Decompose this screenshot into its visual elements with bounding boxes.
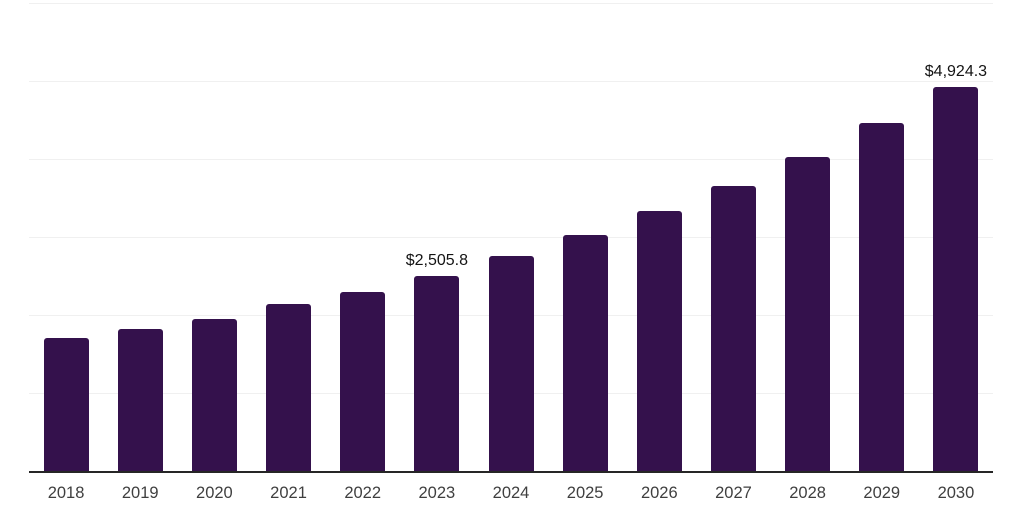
- bar-2020: [191, 318, 237, 471]
- x-tick-label-2022: 2022: [344, 484, 382, 502]
- gridline-6000: [29, 3, 993, 4]
- x-tick-label-2024: 2024: [492, 484, 530, 502]
- x-tick-label-2026: 2026: [640, 484, 678, 502]
- bar-2028: [785, 157, 831, 471]
- bar-2018: [43, 338, 89, 471]
- bar-value-label-2023: $2,505.8: [405, 251, 468, 269]
- x-tick-label-2019: 2019: [121, 484, 159, 502]
- x-tick-label-2018: 2018: [47, 484, 85, 502]
- bar-2025: [562, 234, 608, 471]
- bar-2026: [636, 211, 682, 471]
- bar-value-label-2030: $4,924.3: [924, 62, 988, 80]
- bar-2030: [933, 86, 979, 471]
- x-tick-label-2030: 2030: [937, 484, 975, 502]
- bar-2023: [414, 275, 460, 471]
- bar-2021: [266, 304, 312, 471]
- plot-area: [29, 3, 993, 473]
- bar-2027: [710, 185, 756, 471]
- bar-2022: [340, 291, 386, 471]
- bar-2024: [488, 255, 534, 471]
- x-tick-label-2028: 2028: [789, 484, 826, 502]
- x-tick-label-2020: 2020: [196, 484, 233, 502]
- gridline-4000: [29, 159, 993, 160]
- x-tick-label-2029: 2029: [863, 484, 901, 502]
- gridline-5000: [29, 81, 993, 82]
- x-tick-label-2021: 2021: [270, 484, 307, 502]
- x-tick-label-2025: 2025: [566, 484, 604, 502]
- x-tick-label-2027: 2027: [715, 484, 752, 502]
- x-tick-label-2023: 2023: [418, 484, 456, 502]
- gridline-3000: [29, 237, 993, 238]
- bar-2019: [117, 329, 163, 471]
- bar-2029: [859, 123, 905, 471]
